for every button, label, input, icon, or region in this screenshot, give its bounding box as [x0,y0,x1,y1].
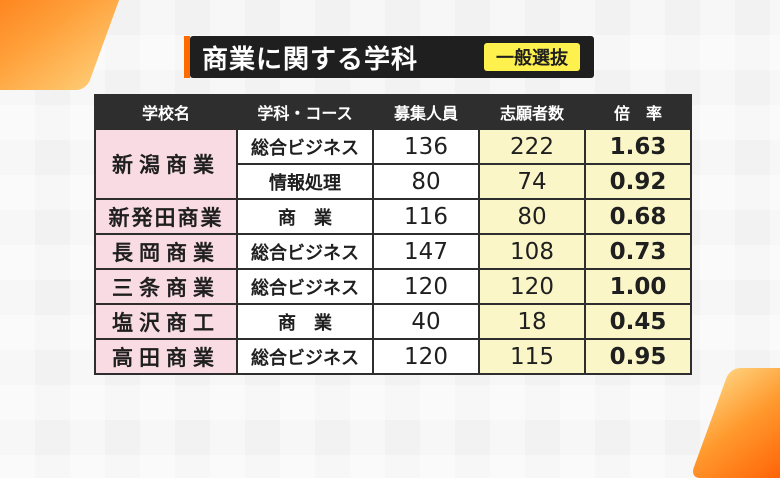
applicants-cell: 74 [478,163,586,200]
school-cell: 塩沢商工 [94,303,238,340]
capacity-cell: 80 [372,163,480,200]
capacity-cell: 40 [372,303,480,340]
table-row: 塩沢商工 商 業 40 18 0.45 [94,303,692,340]
applicants-cell: 222 [478,128,586,165]
table-row: 新潟商業 総合ビジネス 136 222 1.63 [94,128,692,200]
title-accent [184,36,190,78]
ratio-cell: 1.63 [584,128,692,165]
ratio-cell: 0.73 [584,233,692,270]
applicants-cell: 80 [478,198,586,235]
table-row: 高田商業 総合ビジネス 120 115 0.95 [94,338,692,375]
admissions-table: 学校名 学科・コース 募集人員 志願者数 倍 率 新潟商業 総合ビジネス 136… [94,94,692,375]
school-cell: 三条商業 [94,268,238,305]
course-cell: 総合ビジネス [236,128,374,165]
school-cell: 高田商業 [94,338,238,375]
capacity-cell: 136 [372,128,480,165]
decorative-corner-top-left [0,0,134,90]
header-school: 学校名 [94,94,238,130]
course-cell: 総合ビジネス [236,233,374,270]
ratio-cell: 0.92 [584,163,692,200]
course-cell: 商 業 [236,303,374,340]
course-cell: 商 業 [236,198,374,235]
course-cell: 情報処理 [236,163,374,200]
decorative-corner-bottom-right [689,368,780,478]
title-bar: 商業に関する学科 一般選抜 [184,36,594,78]
ratio-cell: 1.00 [584,268,692,305]
applicants-cell: 18 [478,303,586,340]
applicants-cell: 120 [478,268,586,305]
header-course: 学科・コース [236,94,374,130]
course-cell: 総合ビジネス [236,268,374,305]
table-row: 新発田商業 商 業 116 80 0.68 [94,198,692,235]
school-cell: 新発田商業 [94,198,238,235]
selection-badge: 一般選抜 [484,43,580,71]
applicants-cell: 115 [478,338,586,375]
ratio-cell: 0.68 [584,198,692,235]
course-cell: 総合ビジネス [236,338,374,375]
ratio-cell: 0.45 [584,303,692,340]
table-row: 情報処理 80 74 0.92 [95,163,692,200]
header-applicants: 志願者数 [478,94,586,130]
school-cell: 新潟商業 [94,128,238,200]
capacity-cell: 120 [372,338,480,375]
table-row: 三条商業 総合ビジネス 120 120 1.00 [94,268,692,305]
table-header-row: 学校名 学科・コース 募集人員 志願者数 倍 率 [94,94,692,130]
header-capacity: 募集人員 [372,94,480,130]
capacity-cell: 120 [372,268,480,305]
school-cell: 長岡商業 [94,233,238,270]
table-row: 長岡商業 総合ビジネス 147 108 0.73 [94,233,692,270]
header-ratio: 倍 率 [584,94,692,130]
capacity-cell: 147 [372,233,480,270]
ratio-cell: 0.95 [584,338,692,375]
page-title: 商業に関する学科 [202,44,419,75]
applicants-cell: 108 [478,233,586,270]
capacity-cell: 116 [372,198,480,235]
